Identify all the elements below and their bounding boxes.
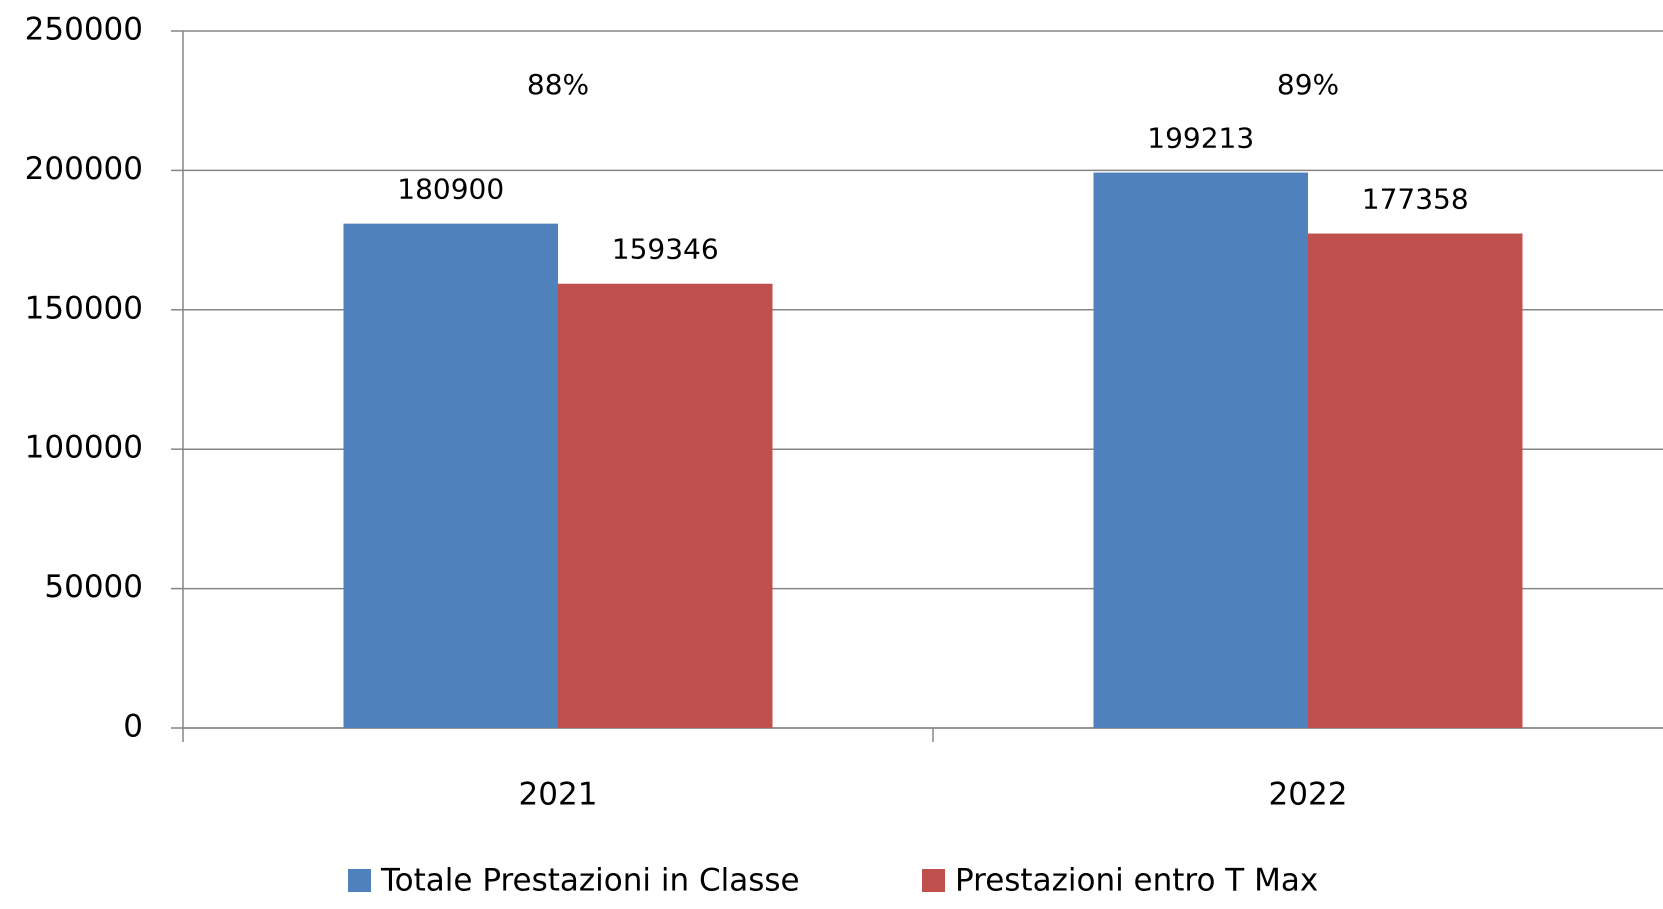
x-tick-label: 2021 xyxy=(519,777,598,813)
y-tick-label: 0 xyxy=(123,709,143,745)
data-label: 177358 xyxy=(1362,183,1469,216)
legend-label: Prestazioni entro T Max xyxy=(955,863,1318,899)
y-tick-label: 250000 xyxy=(25,12,143,48)
data-label: 199213 xyxy=(1147,122,1254,155)
y-tick-label: 50000 xyxy=(44,569,143,605)
bar xyxy=(1308,233,1523,729)
annotation: 88% xyxy=(527,68,589,101)
data-label: 180900 xyxy=(397,173,504,206)
y-tick-label: 100000 xyxy=(25,430,143,466)
y-tick-label: 200000 xyxy=(25,151,143,187)
x-tick-label: 2022 xyxy=(1269,777,1348,813)
bar xyxy=(343,223,558,728)
bar xyxy=(1093,172,1308,728)
y-tick-label: 150000 xyxy=(25,290,143,326)
bar xyxy=(558,283,773,728)
legend-label: Totale Prestazioni in Classe xyxy=(380,863,800,899)
data-label: 159346 xyxy=(612,233,719,266)
legend-swatch xyxy=(348,869,371,892)
annotation: 89% xyxy=(1277,68,1339,101)
legend-swatch xyxy=(922,869,945,892)
